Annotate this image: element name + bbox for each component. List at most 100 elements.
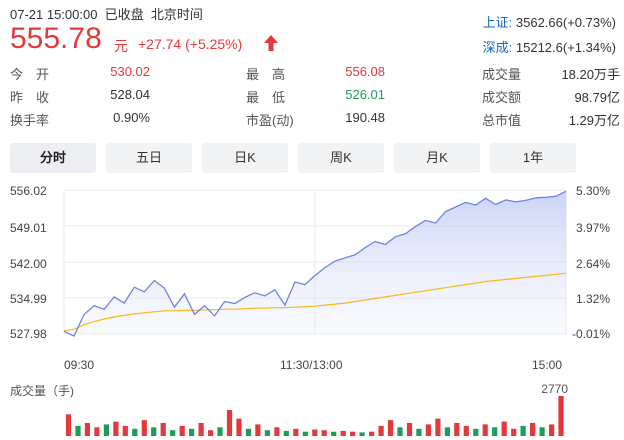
stat-turnover-label: 换手率 [10, 113, 50, 128]
x-tick: 11:30/13:00 [280, 358, 343, 372]
volume-bar [151, 427, 157, 436]
y-tick-right: 3.97% [575, 221, 610, 235]
stat-amount-value: 98.79亿 [574, 90, 620, 105]
volume-bar [113, 421, 119, 436]
y-tick-left: 534.99 [10, 292, 47, 306]
volume-bar [312, 429, 318, 436]
x-tick: 09:30 [64, 358, 95, 372]
stat-volume-label: 成交量 [482, 67, 522, 82]
index-shanghai-value: 3562.66(+0.73%) [515, 15, 616, 30]
volume-bar [217, 427, 223, 436]
stat-high-value: 556.08 [345, 64, 385, 79]
volume-bar [340, 430, 346, 436]
volume-bar [397, 427, 403, 436]
period-tabs: 分时 五日 日K 周K 月K 1年 [10, 143, 578, 173]
volume-bar [132, 428, 138, 436]
stat-volume-value: 18.20万手 [561, 67, 620, 82]
volume-bar [482, 424, 488, 436]
stat-pe-label: 市盈(动) [246, 113, 294, 128]
volume-bar [549, 424, 555, 436]
stat-low-label: 最 低 [246, 90, 286, 105]
price-area [64, 191, 566, 336]
volume-bar [425, 424, 431, 436]
tab-one-year[interactable]: 1年 [490, 143, 576, 173]
volume-bar [198, 423, 204, 436]
avg-price-line [63, 272, 567, 332]
stat-amount-label: 成交额 [482, 90, 522, 105]
volume-title: 成交量（手) [10, 384, 74, 398]
volume-bar [283, 430, 289, 436]
stat-open-value: 530.02 [110, 64, 150, 79]
volume-bar [208, 430, 214, 436]
status-line: 07-21 15:00:00 已收盘 北京时间 [10, 7, 203, 22]
volume-bar [444, 427, 450, 436]
volume-bar [226, 410, 233, 436]
y-tick-right: -0.01% [571, 327, 610, 341]
index-shanghai[interactable]: 上证: 3562.66(+0.73%) [483, 12, 616, 31]
volume-bar [141, 420, 147, 436]
up-arrow-icon [264, 35, 278, 51]
tab-weekly-k[interactable]: 周K [298, 143, 384, 173]
index-shenzhen-value: 15212.6(+1.34%) [515, 40, 616, 55]
stat-prev-close-value: 528.04 [110, 87, 150, 102]
volume-max-label: 2770 [541, 382, 568, 396]
volume-bar [350, 431, 356, 436]
volume-bar [454, 423, 460, 436]
price-unit: 元 [114, 38, 128, 54]
index-shenzhen-name[interactable]: 深成: [482, 40, 513, 55]
volume-bar [463, 425, 469, 436]
tab-five-day[interactable]: 五日 [106, 143, 192, 173]
volume-bar [369, 431, 375, 436]
volume-bar [75, 425, 81, 436]
volume-bar [293, 428, 299, 436]
volume-bar [520, 425, 526, 436]
volume-bar [511, 428, 517, 436]
volume-bar [331, 431, 337, 436]
stat-open-label: 今 开 [10, 67, 50, 82]
stat-high-label: 最 高 [246, 67, 286, 82]
price-line [63, 190, 567, 337]
volume-bar [170, 430, 176, 436]
stat-marketcap-label: 总市值 [482, 113, 522, 128]
volume-bar [302, 431, 308, 436]
volume-bar [236, 418, 242, 436]
volume-bar [65, 414, 72, 436]
volume-bar [539, 427, 545, 436]
volume-bar [94, 427, 100, 436]
volume-bar [103, 424, 109, 436]
volume-bar [406, 423, 413, 436]
y-tick-left: 542.00 [10, 257, 47, 271]
price-change: +27.74 (+5.25%) [138, 36, 243, 52]
stat-turnover-value: 0.90% [113, 110, 150, 125]
stat-pe-value: 190.48 [345, 110, 385, 125]
tab-intraday[interactable]: 分时 [10, 143, 96, 173]
y-tick-left: 527.98 [10, 327, 47, 341]
x-tick: 15:00 [532, 358, 563, 372]
volume-bar [387, 420, 394, 436]
volume-bar [245, 428, 252, 436]
index-shenzhen[interactable]: 深成: 15212.6(+1.34%) [483, 37, 616, 56]
stat-marketcap-value: 1.29万亿 [568, 113, 620, 128]
volume-bar [473, 428, 479, 436]
volume-bar [416, 428, 422, 436]
volume-bar [255, 424, 261, 436]
y-tick-left: 556.02 [10, 184, 47, 198]
volume-bar [321, 430, 327, 436]
volume-bar [264, 430, 270, 436]
index-shanghai-name[interactable]: 上证: [482, 15, 513, 30]
volume-bar [274, 427, 280, 436]
volume-bar [435, 418, 441, 436]
volume-bar [530, 423, 536, 436]
volume-bar [492, 427, 498, 436]
stat-prev-close-label: 昨 收 [10, 90, 50, 105]
tab-monthly-k[interactable]: 月K [394, 143, 480, 173]
volume-bars [65, 396, 564, 436]
volume-bar [122, 425, 128, 436]
tab-daily-k[interactable]: 日K [202, 143, 288, 173]
y-tick-right: 1.32% [575, 292, 610, 306]
stat-low-value: 526.01 [345, 87, 385, 102]
volume-bar [558, 396, 564, 436]
volume-bar [189, 428, 195, 436]
volume-bar [179, 425, 185, 436]
